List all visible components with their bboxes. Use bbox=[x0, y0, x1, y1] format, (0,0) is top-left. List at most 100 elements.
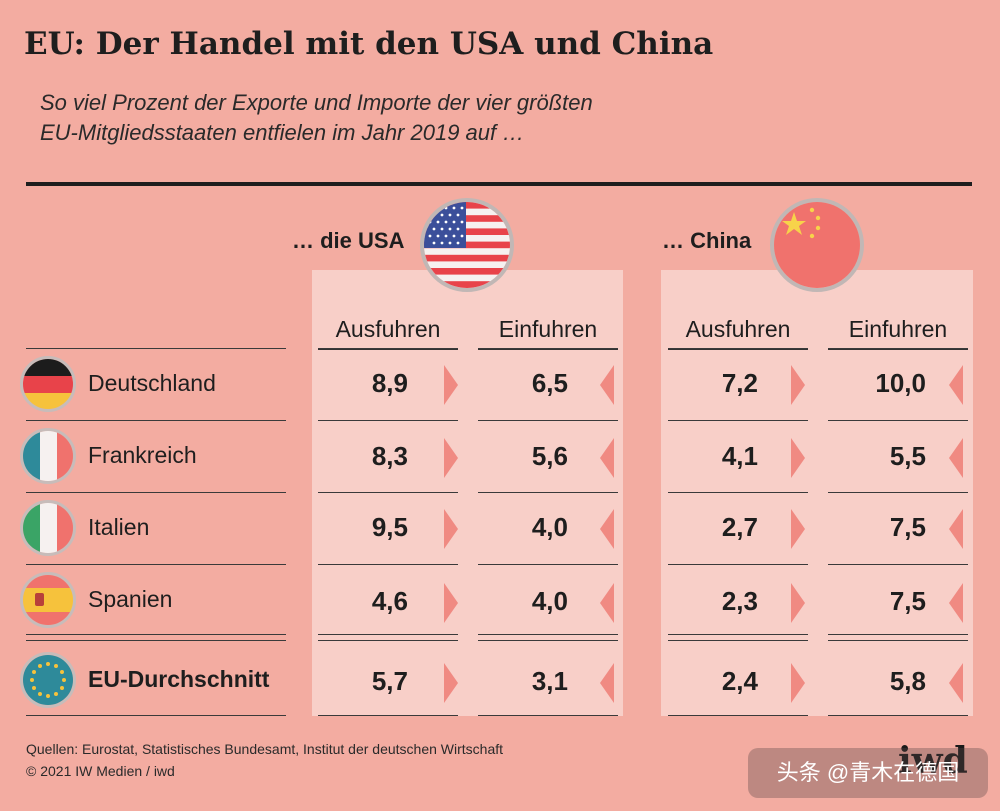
value-china-einfuhren: 7,5 bbox=[889, 586, 926, 616]
double-divider bbox=[478, 640, 618, 641]
value-usa-ausfuhren: 9,5 bbox=[371, 512, 408, 542]
column-underline bbox=[478, 348, 618, 350]
china-col-einfuhren: Einfuhren bbox=[848, 316, 948, 342]
row-divider bbox=[318, 420, 458, 421]
header-underline bbox=[318, 348, 458, 349]
watermark: 头条 @青木在德国 bbox=[748, 748, 988, 798]
row-label-frankreich: Frankreich bbox=[88, 442, 197, 468]
export-arrow-icon bbox=[444, 663, 458, 703]
row-divider bbox=[668, 420, 808, 421]
double-divider bbox=[318, 640, 458, 641]
value-china-ausfuhren: 2,3 bbox=[721, 586, 758, 616]
value-usa-einfuhren: 4,0 bbox=[531, 586, 568, 616]
export-arrow-icon bbox=[791, 438, 805, 478]
value-usa-einfuhren: 4,0 bbox=[531, 512, 568, 542]
value-usa-einfuhren: 5,6 bbox=[531, 441, 568, 471]
value-usa-einfuhren: 6,5 bbox=[531, 368, 568, 398]
import-arrow-icon bbox=[949, 365, 963, 405]
value-usa-ausfuhren: 4,6 bbox=[371, 586, 408, 616]
row-divider bbox=[828, 492, 968, 493]
value-china-ausfuhren: 4,1 bbox=[721, 441, 758, 471]
column-underline bbox=[668, 348, 808, 350]
value-usa-einfuhren: 3,1 bbox=[531, 666, 568, 696]
row-label-spanien: Spanien bbox=[88, 586, 173, 612]
source-line-1: Quellen: Eurostat, Statistisches Bundesa… bbox=[26, 741, 504, 757]
value-usa-ausfuhren: 5,7 bbox=[371, 666, 408, 696]
header-underline bbox=[828, 348, 968, 349]
row-divider bbox=[828, 420, 968, 421]
import-arrow-icon bbox=[600, 438, 614, 478]
value-china-einfuhren: 5,8 bbox=[889, 666, 926, 696]
import-arrow-icon bbox=[949, 509, 963, 549]
usa-col-einfuhren: Einfuhren bbox=[498, 316, 598, 342]
value-usa-ausfuhren: 8,3 bbox=[371, 441, 408, 471]
source-line-2: © 2021 IW Medien / iwd bbox=[26, 763, 175, 779]
row-divider bbox=[318, 492, 458, 493]
germany-flag-icon bbox=[20, 356, 76, 412]
bottom-divider bbox=[668, 715, 808, 716]
iwd-logo: iwd bbox=[898, 740, 968, 782]
export-arrow-icon bbox=[444, 509, 458, 549]
export-arrow-icon bbox=[444, 438, 458, 478]
row-divider bbox=[318, 564, 458, 565]
subtitle-line-2: EU-Mitgliedsstaaten entfielen im Jahr 20… bbox=[40, 120, 525, 145]
row-divider bbox=[26, 420, 286, 421]
header-underline bbox=[26, 348, 286, 349]
subtitle-line-1: So viel Prozent der Exporte und Importe … bbox=[40, 90, 593, 115]
value-china-ausfuhren: 7,2 bbox=[721, 368, 758, 398]
column-underline bbox=[318, 348, 458, 350]
double-divider bbox=[668, 634, 808, 635]
value-china-einfuhren: 7,5 bbox=[889, 512, 926, 542]
export-arrow-icon bbox=[791, 583, 805, 623]
row-divider bbox=[26, 492, 286, 493]
column-underline bbox=[828, 348, 968, 350]
import-arrow-icon bbox=[600, 365, 614, 405]
double-divider bbox=[478, 634, 618, 635]
value-china-einfuhren: 10,0 bbox=[875, 368, 926, 398]
double-divider bbox=[828, 634, 968, 635]
import-arrow-icon bbox=[600, 583, 614, 623]
china-header: … China bbox=[662, 228, 752, 253]
double-divider bbox=[26, 634, 286, 635]
row-divider bbox=[828, 564, 968, 565]
row-divider bbox=[478, 492, 618, 493]
export-arrow-icon bbox=[791, 663, 805, 703]
double-divider bbox=[828, 640, 968, 641]
header-underline bbox=[668, 348, 808, 349]
bottom-divider bbox=[26, 715, 286, 716]
double-divider bbox=[668, 640, 808, 641]
export-arrow-icon bbox=[444, 583, 458, 623]
spain-flag-icon bbox=[20, 572, 76, 628]
export-arrow-icon bbox=[444, 365, 458, 405]
china-panel bbox=[661, 270, 973, 716]
usa-panel bbox=[312, 270, 623, 716]
eu-flag-icon bbox=[20, 652, 76, 708]
title-divider bbox=[26, 182, 972, 186]
row-label-deutschland: Deutschland bbox=[88, 370, 216, 396]
import-arrow-icon bbox=[949, 438, 963, 478]
row-divider bbox=[478, 564, 618, 565]
row-divider bbox=[668, 564, 808, 565]
import-arrow-icon bbox=[600, 663, 614, 703]
row-label-italien: Italien bbox=[88, 514, 150, 540]
usa-header: … die USA bbox=[292, 228, 405, 253]
chart-subtitle: So viel Prozent der Exporte und Importe … bbox=[40, 88, 740, 148]
double-divider bbox=[26, 640, 286, 641]
double-divider bbox=[318, 634, 458, 635]
row-divider bbox=[478, 420, 618, 421]
chart-title: EU: Der Handel mit den USA und China bbox=[24, 26, 714, 62]
source-note: Quellen: Eurostat, Statistisches Bundesa… bbox=[26, 738, 503, 782]
bottom-divider bbox=[318, 715, 458, 716]
row-label-eu-durchschnitt: EU-Durchschnitt bbox=[88, 666, 270, 692]
bottom-divider bbox=[478, 715, 618, 716]
france-flag-icon bbox=[20, 428, 76, 484]
header-underline bbox=[478, 348, 618, 349]
export-arrow-icon bbox=[791, 365, 805, 405]
row-divider bbox=[26, 564, 286, 565]
import-arrow-icon bbox=[600, 509, 614, 549]
china-flag-icon bbox=[770, 198, 864, 292]
export-arrow-icon bbox=[791, 509, 805, 549]
bottom-divider bbox=[828, 715, 968, 716]
value-china-einfuhren: 5,5 bbox=[889, 441, 926, 471]
import-arrow-icon bbox=[949, 663, 963, 703]
